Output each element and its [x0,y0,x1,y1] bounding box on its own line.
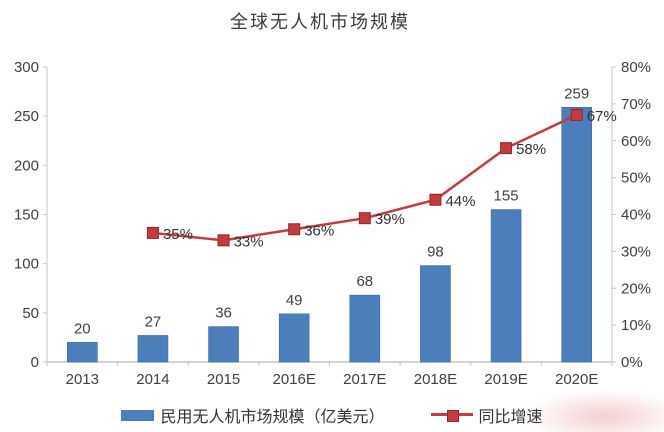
bar-value-label: 36 [215,305,232,322]
x-axis-category-label: 2013 [66,371,99,388]
bar-2018E [420,265,451,363]
bar-2017E [349,294,381,363]
x-axis-category-label: 2018E [414,371,457,388]
left-axis-tick-label: 150 [14,207,39,224]
x-axis-category-label: 2016E [273,371,316,388]
line-value-label: 44% [445,193,475,210]
bar-value-label: 20 [74,320,91,337]
line-marker-2020E [570,108,583,121]
legend-label: 同比增速 [478,409,543,426]
left-axis-tick-label: 300 [14,59,39,76]
bar-2015 [208,326,239,363]
line-value-label: 35% [163,226,193,243]
line-marker-2017E [358,212,371,225]
line-marker-2019E [500,142,513,155]
right-axis-tick-label: 50% [621,170,651,187]
left-axis-tick-label: 0 [31,354,39,371]
line-value-label: 36% [304,222,334,239]
legend-item-growth-rate: 同比增速 [430,403,543,427]
right-axis-tick-label: 70% [621,96,651,113]
legend-label: 民用无人机市场规模（亿美元） [160,409,385,426]
left-axis-tick-label: 250 [14,108,39,125]
legend-line-swatch [430,409,473,422]
right-axis-tick-label: 30% [621,243,651,260]
bar-2013 [67,342,98,363]
bar-2020E [561,107,592,363]
x-axis-category-label: 2017E [343,371,386,388]
right-axis-tick-label: 80% [621,59,651,76]
line-value-label: 58% [516,141,546,158]
right-axis-tick-label: 10% [621,317,651,334]
legend-line-marker [446,410,459,422]
bar-2014 [137,335,169,363]
right-axis-tick-label: 60% [621,133,651,150]
right-axis-tick-label: 20% [621,280,651,297]
x-axis-category-label: 2014 [136,371,169,388]
bar-value-label: 155 [494,188,519,205]
chart-legend: 民用无人机市场规模（亿美元） 同比增速 [0,403,664,427]
left-axis-tick-label: 50 [22,305,39,322]
x-axis-category-label: 2015 [207,371,240,388]
x-axis-category-label: 2020E [555,371,598,388]
line-marker-2016E [288,223,301,236]
bar-value-label: 27 [145,313,162,330]
chart-title: 全球无人机市场规模 [230,12,410,32]
right-axis-tick-label: 40% [621,207,651,224]
left-axis-tick-label: 200 [14,157,39,174]
legend-bar-swatch [121,409,155,421]
bar-2016E [278,313,310,363]
line-value-label: 33% [234,233,264,250]
bar-value-label: 68 [356,273,373,290]
line-value-label: 39% [375,211,405,228]
bar-value-label: 259 [564,85,589,102]
line-marker-2014 [146,226,159,239]
line-marker-2015 [217,234,230,247]
bar-value-label: 49 [286,292,303,309]
left-axis-tick-label: 100 [14,256,39,273]
bar-2019E [490,209,522,363]
right-axis-tick-label: 0% [621,354,643,371]
x-axis-category-label: 2019E [484,371,527,388]
legend-item-market-size: 民用无人机市场规模（亿美元） [121,403,385,427]
line-value-label: 67% [587,108,617,125]
line-marker-2018E [429,193,442,206]
bar-value-label: 98 [427,244,444,261]
